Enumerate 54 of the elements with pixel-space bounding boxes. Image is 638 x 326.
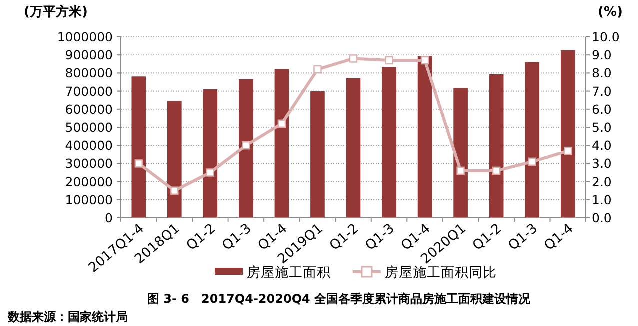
y2-tick-label: 4.0: [592, 138, 612, 154]
y-tick-label: 0: [105, 210, 114, 226]
y-tick-label: 200000: [65, 174, 114, 190]
bar: [489, 74, 504, 218]
point: [349, 54, 358, 63]
bar: [525, 62, 540, 218]
y-axis-title: (万平方米): [24, 4, 88, 20]
point: [134, 160, 143, 168]
bar: [239, 79, 254, 218]
point: [492, 166, 501, 176]
point: [278, 120, 286, 128]
point: [385, 56, 394, 65]
y-tick-label: 100000: [65, 192, 114, 208]
bar: [418, 56, 432, 218]
y2-tick-label: 5.0: [592, 120, 612, 135]
y-tick-label: 400000: [65, 138, 114, 154]
bar: [132, 76, 146, 218]
source-note: 数据来源：国家统计局: [7, 310, 128, 324]
point: [314, 65, 322, 74]
point: [242, 142, 250, 150]
y-tick-label: 600000: [65, 102, 114, 117]
y2-tick-label: 1.0: [592, 192, 612, 208]
y-tick-label: 900000: [65, 48, 114, 63]
y-tick-label: 500000: [65, 120, 114, 135]
bar: [454, 88, 468, 218]
legend-label: 房屋施工面积同比: [385, 265, 497, 281]
bar: [274, 69, 290, 218]
y2-tick-label: 3.0: [592, 156, 612, 172]
bar: [382, 67, 396, 218]
point: [170, 186, 179, 195]
legend-label: 房屋施工面积: [247, 265, 331, 281]
y-tick-label: 700000: [65, 84, 114, 99]
text: 图 3- 6 2017Q4-2020Q4 全国各季度累计商品房施工面积建设情况: [147, 292, 532, 306]
point: [420, 56, 430, 65]
y2-tick-label: 7.0: [592, 84, 612, 99]
y2-tick-label: 6.0: [592, 102, 612, 117]
y2-tick-label: 10.0: [592, 30, 620, 44]
bar: [168, 101, 182, 218]
y2-tick-label: 9.0: [592, 48, 612, 63]
y2-tick-label: 2.0: [592, 174, 612, 190]
point: [206, 168, 215, 177]
y2-tick-label: 0.0: [592, 210, 612, 226]
y-tick-label: 300000: [65, 156, 114, 172]
point: [456, 166, 465, 176]
y-tick-label: 1000000: [57, 30, 114, 44]
y2-tick-label: 8.0: [592, 66, 612, 81]
y2-axis-title: (%): [598, 5, 623, 20]
bar: [560, 50, 576, 218]
point: [528, 158, 536, 166]
point: [564, 146, 572, 156]
bar: [346, 78, 361, 218]
y-tick-label: 800000: [65, 66, 114, 81]
bar: [203, 89, 218, 218]
bar: [310, 91, 325, 218]
